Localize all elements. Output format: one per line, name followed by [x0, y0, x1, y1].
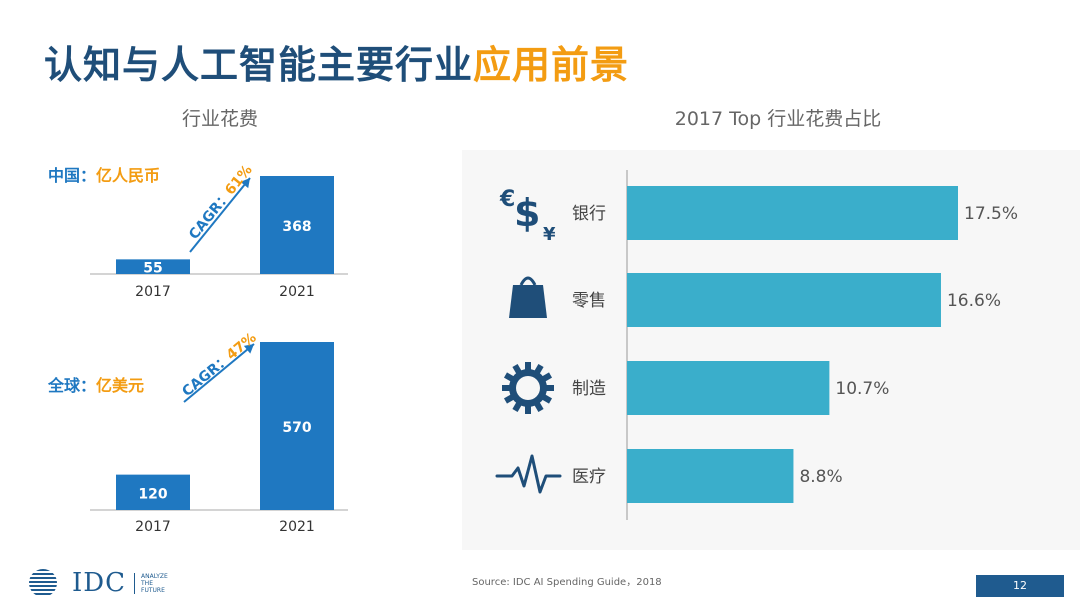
- global-chart-group: 120 2017 570 2021 CAGR：47%: [90, 330, 348, 535]
- currency-icon: €$ ¥: [499, 187, 556, 245]
- left-chart-title: 行业花费: [181, 108, 258, 130]
- category-label: 零售: [572, 291, 606, 311]
- tagline-line: ANALYZE: [141, 572, 168, 580]
- gear-tooth: [525, 406, 531, 414]
- china-label: 中国：亿人民币: [48, 162, 160, 186]
- hbar-value-label: 8.8%: [799, 467, 842, 487]
- heartbeat-icon: [495, 454, 562, 494]
- cagr-value: 61%: [222, 162, 256, 198]
- cagr-arrowhead: [243, 344, 254, 354]
- industry-bar-chart: 17.5% 银行 16.6% 零售 10.7% 制造 8.8% 医疗 €$ ¥: [495, 170, 1018, 520]
- source-note: Source: IDC AI Spending Guide，2018: [472, 577, 662, 588]
- tagline-line: FUTURE: [141, 586, 165, 594]
- bar-2017: [116, 259, 190, 274]
- gear-tooth: [502, 385, 510, 391]
- bag-body: [509, 285, 547, 318]
- bag-handle: [519, 276, 537, 286]
- china-chart-group: 55 2017 368 2021 CAGR：61%: [90, 162, 348, 300]
- yen-glyph: ¥: [543, 224, 556, 245]
- gear-icon: [502, 362, 554, 414]
- euro-glyph: €: [499, 187, 515, 212]
- idc-wordmark: IDC: [72, 568, 127, 598]
- china-region: 中国：: [48, 166, 97, 185]
- bar-value-label: 55: [143, 261, 162, 277]
- global-region: 全球：: [48, 376, 97, 395]
- year-label: 2017: [135, 284, 171, 300]
- gear-tooth: [546, 385, 554, 391]
- dollar-glyph: $: [514, 191, 540, 235]
- globe-icon: [29, 569, 57, 595]
- hbar-value-label: 16.6%: [947, 291, 1001, 311]
- hbar-制造: [627, 361, 830, 415]
- category-label: 制造: [572, 379, 606, 399]
- bar-value-label: 120: [138, 486, 167, 502]
- year-label: 2021: [279, 519, 315, 535]
- bar-2021: [260, 176, 334, 274]
- cagr-value: 47%: [224, 330, 260, 364]
- idc-logo: IDC ANALYZE THE FUTURE: [20, 566, 168, 600]
- tagline-line: THE: [141, 579, 153, 587]
- bar-value-label: 368: [282, 219, 311, 235]
- category-label: 银行: [572, 204, 606, 224]
- cagr-label: CAGR：47%: [179, 330, 259, 400]
- gear-tooth: [525, 362, 531, 370]
- cagr-arrowhead: [240, 178, 250, 189]
- cagr-prefix: CAGR：: [186, 188, 235, 243]
- cagr-prefix: CAGR：: [179, 351, 233, 400]
- year-label: 2017: [135, 519, 171, 535]
- idc-tagline: ANALYZE THE FUTURE: [134, 572, 168, 594]
- right-chart-title: 2017 Top 行业花费占比: [674, 108, 882, 130]
- hbar-value-label: 17.5%: [964, 204, 1018, 224]
- bar-2017: [116, 474, 190, 510]
- title-accent: 应用前景: [473, 43, 630, 87]
- cagr-arrow: [183, 343, 255, 403]
- gear-hole: [516, 376, 540, 400]
- global-unit: 亿美元: [96, 376, 145, 395]
- bar-2021: [260, 342, 334, 510]
- global-label: 全球：亿美元: [48, 372, 144, 396]
- bar-value-label: 570: [282, 420, 311, 436]
- hbar-零售: [627, 273, 941, 327]
- page-title: 认知与人工智能主要行业应用前景: [44, 34, 629, 89]
- hbar-银行: [627, 186, 958, 240]
- cagr-label: CAGR：61%: [186, 162, 256, 243]
- shopping-bag-icon: [509, 276, 547, 318]
- year-label: 2021: [279, 284, 315, 300]
- china-unit: 亿人民币: [96, 166, 161, 185]
- title-main: 认知与人工智能主要行业: [44, 43, 474, 87]
- cagr-arrow: [189, 177, 251, 253]
- category-label: 医疗: [572, 467, 606, 487]
- page-number: 12: [976, 575, 1064, 597]
- hbar-value-label: 10.7%: [835, 379, 889, 399]
- hbar-医疗: [627, 449, 794, 503]
